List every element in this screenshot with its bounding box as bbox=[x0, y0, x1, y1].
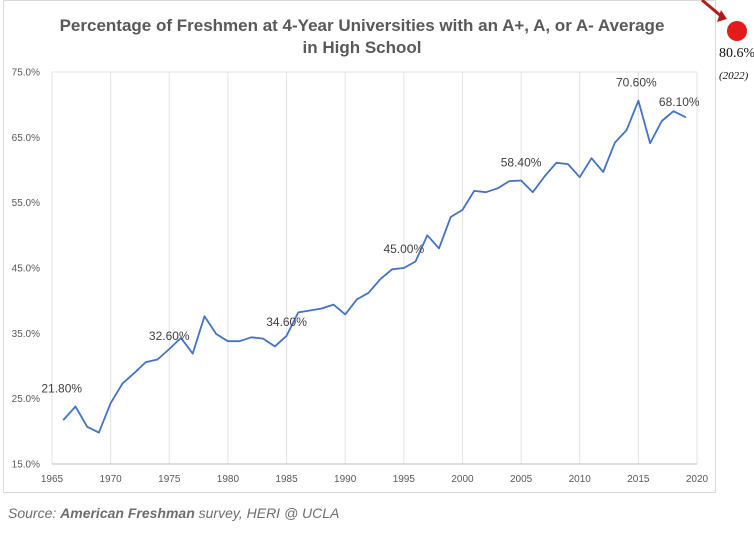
callout-arrowhead-icon bbox=[717, 10, 727, 22]
x-tick-label-1995: 1995 bbox=[393, 474, 416, 485]
data-label-2015: 70.60% bbox=[616, 76, 657, 90]
source-note: Source: American Freshman survey, HERI @… bbox=[8, 505, 339, 521]
chart-frame bbox=[3, 0, 716, 493]
callout bbox=[701, 0, 747, 41]
x-tick-label-2015: 2015 bbox=[627, 474, 650, 485]
x-tick-label-1990: 1990 bbox=[334, 474, 357, 485]
x-tick-label-2020: 2020 bbox=[686, 474, 709, 485]
x-tick-label-1970: 1970 bbox=[100, 474, 123, 485]
callout-year: (2022) bbox=[719, 70, 749, 82]
source-bold: American Freshman bbox=[60, 505, 195, 521]
data-label-2005: 58.40% bbox=[501, 155, 542, 169]
axes: 15.0% 25.0% 35.0% 45.0% 55.0% 65.0% 75.0% 1965 1… bbox=[12, 68, 709, 486]
x-tick-label-1980: 1980 bbox=[217, 474, 240, 485]
y-tick-label-65: 65.0% bbox=[12, 133, 40, 144]
y-tick-label-15: 15.0% bbox=[12, 460, 40, 471]
callout-arrow-icon bbox=[701, 0, 722, 18]
data-labels: 21.80% 32.60% 34.60% 45.00% 58.40% 70.60%68.1… bbox=[41, 76, 700, 396]
series bbox=[62, 99, 687, 434]
callout-marker-icon bbox=[727, 21, 747, 41]
y-tick-label-35: 35.0% bbox=[12, 329, 40, 340]
grid bbox=[51, 71, 698, 464]
chart-title-line-2: in High School bbox=[303, 38, 422, 57]
x-tick-label-1985: 1985 bbox=[275, 474, 298, 485]
data-label-1966: 21.80% bbox=[41, 382, 82, 396]
data-label-1995: 45.00% bbox=[383, 242, 424, 256]
callout-value: 80.6% bbox=[719, 46, 754, 61]
data-label-1985: 34.60% bbox=[266, 315, 307, 329]
series-line-0 bbox=[62, 99, 687, 434]
x-tick-label-2010: 2010 bbox=[569, 474, 592, 485]
x-tick-label-1965: 1965 bbox=[41, 474, 64, 485]
data-label-2019: 68.10% bbox=[659, 95, 700, 109]
x-tick-label-1975: 1975 bbox=[158, 474, 181, 485]
y-tick-label-45: 45.0% bbox=[12, 264, 40, 275]
x-tick-label-2000: 2000 bbox=[451, 474, 474, 485]
source-prefix: Source: bbox=[8, 505, 61, 521]
x-tick-label-2005: 2005 bbox=[510, 474, 533, 485]
y-tick-label-75: 75.0% bbox=[12, 68, 40, 79]
y-tick-label-25: 25.0% bbox=[12, 394, 40, 405]
data-label-1975: 32.60% bbox=[149, 329, 190, 343]
y-tick-label-55: 55.0% bbox=[12, 198, 40, 209]
source-suffix: survey, HERI @ UCLA bbox=[194, 505, 340, 521]
chart-title: Percentage of Freshmen at 4-Year Univers… bbox=[60, 16, 665, 35]
